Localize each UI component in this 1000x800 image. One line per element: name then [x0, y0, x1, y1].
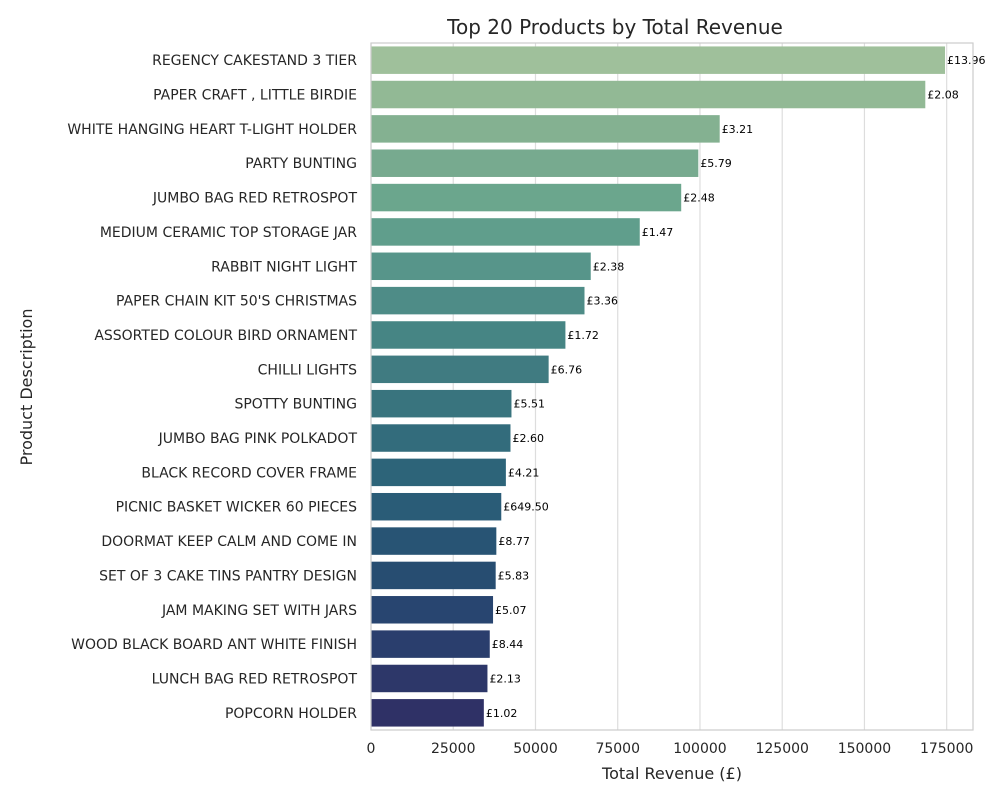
- bar: [371, 218, 640, 246]
- data-label: £8.77: [498, 535, 530, 548]
- bar: [371, 46, 946, 74]
- category-label: PARTY BUNTING: [245, 156, 357, 172]
- data-label: £5.07: [495, 604, 527, 617]
- data-label: £5.51: [513, 398, 545, 411]
- category-label: PAPER CHAIN KIT 50'S CHRISTMAS: [116, 294, 357, 310]
- x-tick-label: 25000: [431, 741, 476, 757]
- bar: [371, 183, 682, 212]
- data-label: £2.13: [489, 672, 521, 685]
- bar: [371, 389, 512, 418]
- data-label: £5.83: [498, 569, 530, 582]
- category-label: JUMBO BAG RED RETROSPOT: [152, 191, 358, 207]
- bar: [371, 596, 494, 624]
- data-label: £2.08: [927, 89, 959, 102]
- bar: [371, 492, 502, 521]
- data-label: £3.36: [586, 295, 618, 308]
- gridlines: [370, 43, 948, 730]
- data-label: £3.21: [722, 123, 754, 136]
- data-label: £6.76: [551, 363, 583, 376]
- x-tick-labels: 0 25000 50000 75000 100000 125000 150000 175000: [367, 741, 974, 757]
- category-label: REGENCY CAKESTAND 3 TIER: [152, 53, 357, 69]
- bars: [371, 46, 946, 727]
- bar: [371, 252, 591, 281]
- data-label: £1.47: [642, 226, 674, 239]
- category-label: JUMBO BAG PINK POLKADOT: [158, 431, 358, 447]
- bar: [371, 458, 506, 487]
- bar: [371, 699, 484, 727]
- category-label: BLACK RECORD COVER FRAME: [141, 465, 357, 481]
- category-label: SET OF 3 CAKE TINS PANTRY DESIGN: [99, 568, 357, 584]
- category-label: DOORMAT KEEP CALM AND COME IN: [101, 534, 357, 550]
- x-tick-label: 175000: [920, 741, 973, 757]
- x-tick-label: 100000: [673, 741, 726, 757]
- category-label: ASSORTED COLOUR BIRD ORNAMENT: [94, 328, 357, 344]
- category-label: SPOTTY BUNTING: [234, 397, 357, 413]
- data-label: £5.79: [700, 157, 732, 170]
- category-label: LUNCH BAG RED RETROSPOT: [152, 671, 358, 687]
- category-label: RABBIT NIGHT LIGHT: [211, 259, 357, 275]
- category-label: WOOD BLACK BOARD ANT WHITE FINISH: [71, 637, 357, 653]
- data-label: £4.21: [508, 466, 540, 479]
- x-tick-label: 50000: [513, 741, 558, 757]
- data-label: £2.48: [683, 192, 715, 205]
- bar: [371, 80, 926, 109]
- bar: [371, 286, 585, 315]
- category-label: PAPER CRAFT , LITTLE BIRDIE: [153, 88, 357, 104]
- x-tick-label: 150000: [838, 741, 891, 757]
- bar: [371, 424, 511, 452]
- category-label: JAM MAKING SET WITH JARS: [161, 603, 357, 619]
- category-labels: REGENCY CAKESTAND 3 TIER PAPER CRAFT , LI…: [67, 53, 357, 722]
- bar: [371, 321, 566, 349]
- data-label: £1.72: [567, 329, 599, 342]
- category-label: POPCORN HOLDER: [225, 706, 357, 722]
- data-label: £8.44: [492, 638, 524, 651]
- data-label: £13.96: [947, 54, 986, 67]
- x-axis-title: Total Revenue (£): [601, 764, 742, 783]
- data-label: £2.60: [512, 432, 544, 445]
- bar: [371, 664, 488, 693]
- bar: [371, 630, 490, 658]
- bar: [371, 527, 497, 555]
- data-label: £649.50: [503, 501, 549, 514]
- data-label: £1.02: [486, 707, 517, 720]
- category-label: MEDIUM CERAMIC TOP STORAGE JAR: [100, 225, 357, 241]
- category-label: CHILLI LIGHTS: [258, 362, 357, 378]
- category-label: WHITE HANGING HEART T-LIGHT HOLDER: [67, 122, 357, 138]
- x-tick-label: 75000: [595, 741, 640, 757]
- x-tick-label: 125000: [755, 741, 808, 757]
- x-tick-label: 0: [367, 741, 376, 757]
- bar: [371, 149, 699, 177]
- y-axis-title: Product Description: [17, 309, 36, 466]
- chart-title: Top 20 Products by Total Revenue: [446, 15, 783, 39]
- plot-frame: [370, 42, 974, 731]
- bar: [371, 355, 549, 384]
- data-label: £2.38: [593, 260, 625, 273]
- category-label: PICNIC BASKET WICKER 60 PIECES: [116, 500, 358, 516]
- data-labels: £13.96 £2.08 £3.21 £5.79 £2.48 £1.47 £2.38 £3.3…: [486, 54, 986, 720]
- bar: [371, 561, 496, 590]
- bar: [371, 115, 720, 143]
